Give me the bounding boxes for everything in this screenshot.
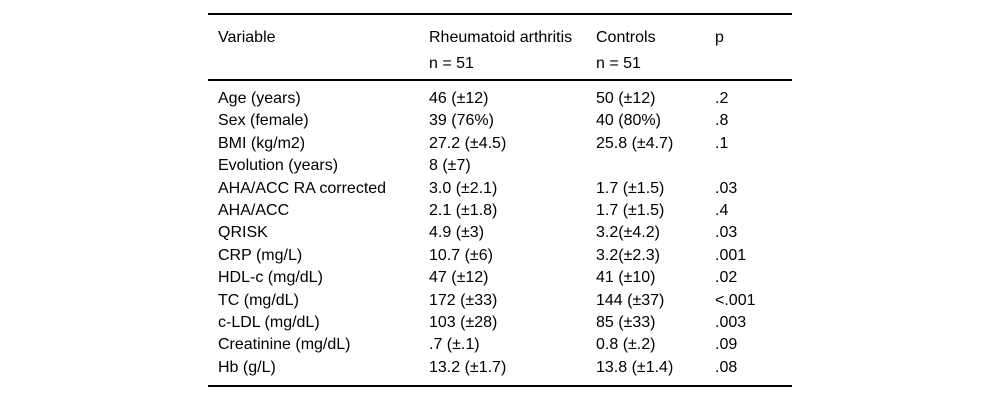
cell-variable: QRISK	[218, 224, 268, 242]
cell-controls: 40 (80%)	[596, 112, 661, 130]
table-body: Age (years) 46 (±12) 50 (±12) .2 Sex (fe…	[208, 80, 792, 386]
cell-ra: 10.7 (±6)	[429, 246, 493, 264]
table-row: TC (mg/dL) 172 (±33) 144 (±37) <.001	[208, 290, 792, 312]
results-table-container: Variable Rheumatoid arthritis n = 51 Con…	[208, 13, 792, 388]
cell-p: .09	[715, 336, 738, 354]
cell-p: .003	[715, 314, 747, 332]
cell-ra: 47 (±12)	[429, 269, 489, 287]
table-row: BMI (kg/m2) 27.2 (±4.5) 25.8 (±4.7) .1	[208, 133, 792, 155]
table-row: Hb (g/L) 13.2 (±1.7) 13.8 (±1.4) .08	[208, 357, 792, 386]
cell-ra: 172 (±33)	[429, 291, 498, 309]
cell-p: .2	[715, 90, 729, 107]
cell-ra: 4.9 (±3)	[429, 224, 485, 242]
table-row: Age (years) 46 (±12) 50 (±12) .2	[208, 80, 792, 110]
cell-controls: 144 (±37)	[596, 291, 665, 309]
cell-variable: Creatinine (mg/dL)	[218, 336, 351, 354]
cell-controls	[596, 155, 715, 177]
cell-ra: 3.0 (±2.1)	[429, 179, 498, 197]
table-row: Sex (female) 39 (76%) 40 (80%) .8	[208, 110, 792, 132]
cell-ra: 27.2 (±4.5)	[429, 134, 507, 152]
cell-variable: Hb (g/L)	[218, 358, 276, 376]
cell-p: .02	[715, 269, 738, 287]
table-row: Creatinine (mg/dL) .7 (±.1) 0.8 (±.2) .0…	[208, 334, 792, 356]
results-table: Variable Rheumatoid arthritis n = 51 Con…	[208, 13, 792, 388]
column-header-rheumatoid-arthritis: Rheumatoid arthritis n = 51	[429, 14, 596, 81]
column-header-controls-sub: n = 51	[596, 55, 641, 72]
cell-variable: Age (years)	[218, 90, 301, 107]
cell-ra: 13.2 (±1.7)	[429, 358, 507, 376]
table-header: Variable Rheumatoid arthritis n = 51 Con…	[208, 14, 792, 81]
table-row: Evolution (years) 8 (±7)	[208, 155, 792, 177]
cell-p	[715, 155, 792, 177]
cell-ra: 39 (76%)	[429, 112, 494, 130]
column-header-rheumatoid-arthritis-label: Rheumatoid arthritis	[429, 29, 573, 46]
cell-ra: 8 (±7)	[429, 157, 471, 175]
cell-ra: 46 (±12)	[429, 90, 489, 107]
cell-p: .8	[715, 112, 729, 130]
column-header-controls-label: Controls	[596, 29, 656, 46]
cell-variable: c-LDL (mg/dL)	[218, 314, 320, 332]
cell-ra: .7 (±.1)	[429, 336, 480, 354]
cell-variable: BMI (kg/m2)	[218, 134, 306, 152]
column-header-p-sub	[715, 53, 792, 75]
cell-p: .03	[715, 179, 738, 197]
column-header-controls: Controls n = 51	[596, 14, 715, 81]
column-header-variable-sub	[218, 53, 429, 75]
cell-variable: Sex (female)	[218, 112, 309, 130]
cell-variable: AHA/ACC	[218, 202, 290, 220]
column-header-variable: Variable	[208, 14, 429, 81]
cell-controls: 41 (±10)	[596, 269, 656, 287]
cell-controls: 0.8 (±.2)	[596, 336, 656, 354]
cell-variable: CRP (mg/L)	[218, 246, 303, 264]
table-row: c-LDL (mg/dL) 103 (±28) 85 (±33) .003	[208, 312, 792, 334]
cell-variable: TC (mg/dL)	[218, 291, 299, 309]
cell-p: .1	[715, 134, 729, 152]
column-header-variable-label: Variable	[218, 29, 276, 46]
cell-controls: 3.2(±2.3)	[596, 246, 660, 264]
table-row: AHA/ACC RA corrected 3.0 (±2.1) 1.7 (±1.…	[208, 178, 792, 200]
cell-p: <.001	[715, 291, 756, 309]
column-header-rheumatoid-arthritis-sub: n = 51	[429, 55, 474, 72]
cell-ra: 103 (±28)	[429, 314, 498, 332]
table-row: AHA/ACC 2.1 (±1.8) 1.7 (±1.5) .4	[208, 200, 792, 222]
cell-p: .03	[715, 224, 738, 242]
cell-controls: 3.2(±4.2)	[596, 224, 660, 242]
cell-controls: 85 (±33)	[596, 314, 656, 332]
cell-controls: 1.7 (±1.5)	[596, 202, 665, 220]
cell-controls: 50 (±12)	[596, 90, 656, 107]
cell-controls: 1.7 (±1.5)	[596, 179, 665, 197]
cell-controls: 25.8 (±4.7)	[596, 134, 674, 152]
table-row: HDL-c (mg/dL) 47 (±12) 41 (±10) .02	[208, 267, 792, 289]
cell-p: .001	[715, 246, 747, 264]
table-row: QRISK 4.9 (±3) 3.2(±4.2) .03	[208, 222, 792, 244]
cell-ra: 2.1 (±1.8)	[429, 202, 498, 220]
cell-p: .08	[715, 358, 738, 376]
header-row: Variable Rheumatoid arthritis n = 51 Con…	[208, 14, 792, 81]
cell-variable: HDL-c (mg/dL)	[218, 269, 323, 287]
cell-p: .4	[715, 202, 729, 220]
column-header-p-label: p	[715, 29, 724, 46]
table-row: CRP (mg/L) 10.7 (±6) 3.2(±2.3) .001	[208, 245, 792, 267]
cell-controls: 13.8 (±1.4)	[596, 358, 674, 376]
cell-variable: Evolution (years)	[218, 157, 339, 175]
column-header-p: p	[715, 14, 792, 81]
cell-variable: AHA/ACC RA corrected	[218, 179, 387, 197]
